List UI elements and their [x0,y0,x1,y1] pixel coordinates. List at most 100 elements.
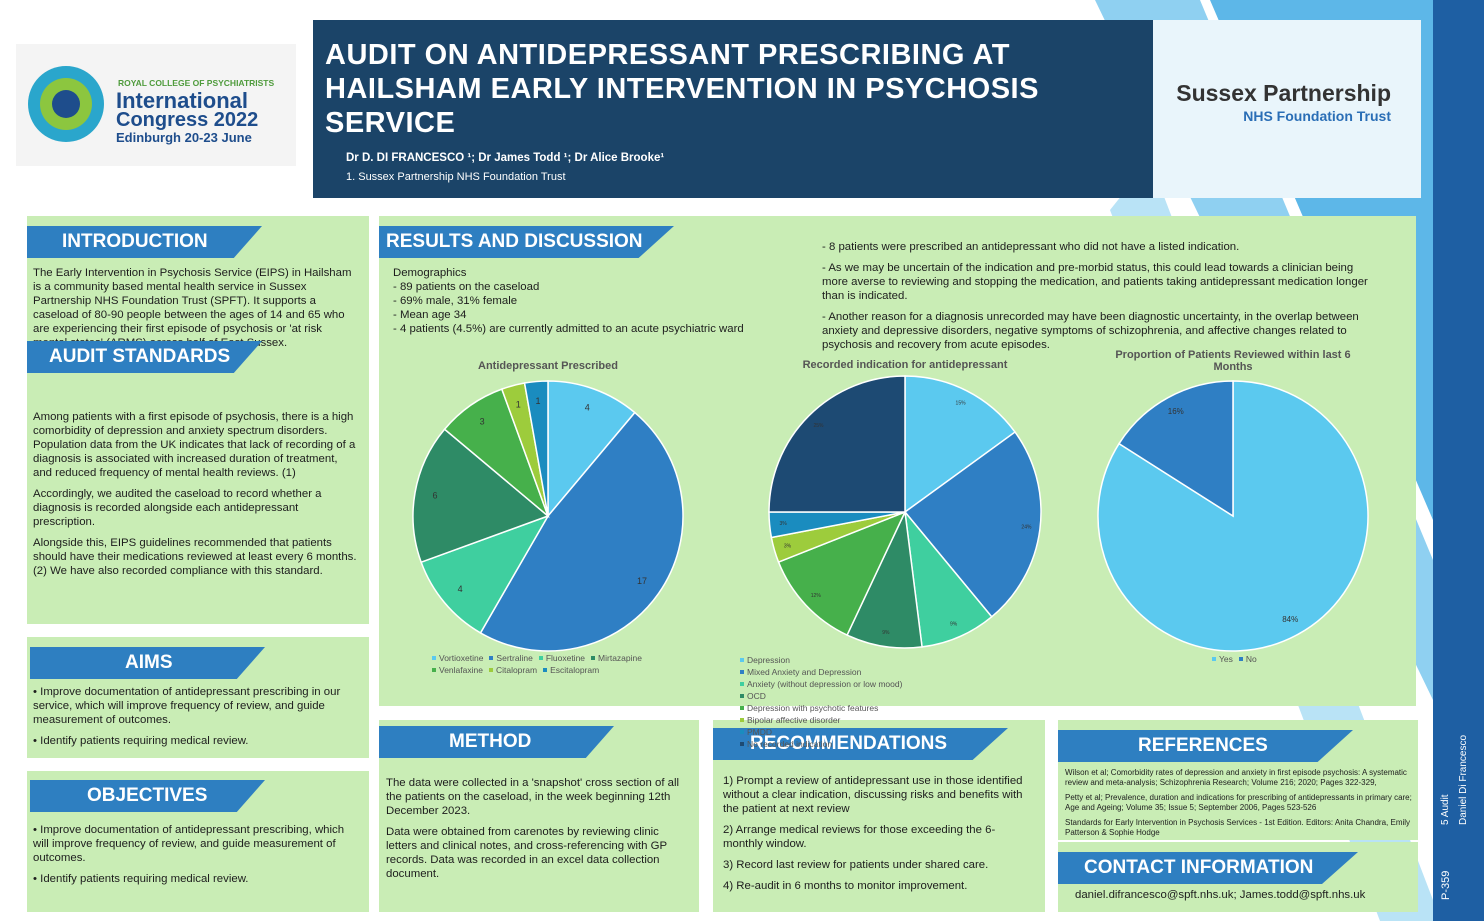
paragraph: - 89 patients on the caseload [393,281,540,293]
legend: Depression Mixed Anxiety and Depression An… [740,655,1060,749]
slice-label: 12% [811,593,822,599]
section-heading: REFERENCES [1058,730,1353,762]
pie-slice [768,375,906,513]
paragraph: Wilson et al; Comorbidity rates of depre… [1065,768,1407,787]
partner-logo: Sussex Partnership NHS Foundation Trust [1153,20,1421,198]
section-heading: OBJECTIVES [30,780,265,812]
recommendations-text: 1) Prompt a review of antidepressant use… [723,774,1028,900]
paragraph: • Identify patients requiring medical re… [33,735,249,747]
section-heading: AUDIT STANDARDS [27,341,262,373]
pie-slice [479,411,684,652]
discussion: - 8 patients were prescribed an antidepr… [822,240,1382,359]
legend-label: Fluoxetine [545,653,586,663]
section-heading: RESULTS AND DISCUSSION [379,226,674,258]
pie-slice [777,510,907,637]
legend-item: PMDD [740,727,910,737]
method-text: The data were collected in a 'snapshot' … [386,776,691,888]
title-box: AUDIT ON ANTIDEPRESSANT PRESCRIBING AT H… [313,20,1153,198]
slice-label: 24% [1021,525,1032,531]
pie-slice [420,514,550,634]
slice-label: 3 [480,416,485,426]
congress-name: International [116,88,249,113]
section-heading: CONTACT INFORMATION [1058,852,1358,884]
paragraph: Data were obtained from carenotes by rev… [386,826,667,880]
paragraph: 2) Arrange medical reviews for those exc… [723,824,996,850]
legend-label: Sertraline [496,653,533,663]
legend-item: Vortioxetine [432,653,483,663]
legend-swatch [740,730,744,734]
legend-swatch [432,668,436,672]
partner-name: Sussex Partnership [1176,80,1391,106]
legend-swatch [740,718,744,722]
slice-label: 25% [813,423,824,429]
legend-label: Depression [747,655,790,665]
legend-label: Depression with psychotic features [747,703,879,713]
legend-item: Depression [740,655,910,665]
paragraph: • Improve documentation of antidepressan… [33,824,345,864]
legend-item: Depression with psychotic features [740,703,910,713]
congress-place: Edinburgh 20-23 June [116,130,252,145]
paragraph: - 8 patients were prescribed an antidepr… [822,241,1240,253]
legend-item: Citalopram [488,665,538,675]
legend-item: Escitalopram [543,665,599,675]
pie-slice [547,380,636,519]
pie-slice [1117,380,1234,518]
slice-label: 84% [1282,615,1298,624]
legend-label: Escitalopram [550,665,600,675]
legend-item: No recorded indication [740,739,910,749]
pie-slice [523,380,549,517]
paragraph: - As we may be uncertain of the indicati… [822,262,1368,302]
paragraph: - 4 patients (4.5%) are currently admitt… [393,323,744,335]
legend-label: PMDD [747,727,773,737]
legend-swatch [1212,657,1216,661]
legend-label: OCD [747,691,766,701]
demographics: Demographics - 89 patients on the caselo… [393,266,793,336]
paragraph: • Improve documentation of antidepressan… [33,686,341,726]
demographics-title: Demographics [393,267,467,279]
legend-item: Sertraline [489,653,533,663]
legend-label: Citalopram [495,665,538,675]
references-text: Wilson et al; Comorbidity rates of depre… [1065,768,1415,843]
pie-slice [412,428,550,564]
section-heading: INTRODUCTION [27,226,262,258]
legend-swatch [543,668,548,672]
slice-label: 3% [780,521,788,527]
legend-label: Mirtazapine [598,653,642,663]
slice-label: 17 [637,576,647,586]
congress-logo: ROYAL COLLEGE OF PSYCHIATRISTS Internati… [16,44,296,166]
slice-label: 4 [458,584,463,594]
slice-label: 1 [516,400,521,410]
legend-swatch [488,668,493,672]
slice-label: 4 [585,403,590,413]
legend-label: Vortioxetine [439,653,484,663]
legend-swatch [740,670,744,674]
slice-label: 6 [432,490,437,500]
paragraph: 1) Prompt a review of antidepressant use… [723,775,1023,815]
paragraph: 3) Record last review for patients under… [723,859,989,871]
partner-sub: NHS Foundation Trust [1243,108,1391,124]
paragraph: Standards for Early Intervention in Psyc… [1065,818,1411,837]
legend-item: Bipolar affective disorder [740,715,910,725]
aims-text: • Improve documentation of antidepressan… [33,685,358,755]
legend-swatch [591,656,596,660]
chart-title: Recorded indication for antidepressant [802,359,1008,371]
legend-item: Venlafaxine [432,665,483,675]
objectives-text: • Improve documentation of antidepressan… [33,823,358,893]
paragraph: 4) Re-audit in 6 months to monitor impro… [723,880,968,892]
contact-text: daniel.difrancesco@spft.nhs.uk; James.to… [1075,888,1415,909]
chart-title: Proportion of Patients Reviewed within l… [1115,349,1351,373]
chart-title: Antidepressant Prescribed [478,360,618,372]
legend-label: Anxiety (without depression or low mood) [747,679,903,689]
slice-label: 15% [956,400,967,406]
legend-label: No [1245,654,1257,664]
section-heading: METHOD [379,726,614,758]
paragraph: daniel.difrancesco@spft.nhs.uk; James.to… [1075,889,1366,901]
paragraph: Petty et al; Prevalence, duration and in… [1065,793,1412,812]
affiliation: 1. Sussex Partnership NHS Foundation Tru… [346,171,566,183]
paragraph: • Identify patients requiring medical re… [33,873,249,885]
legend-swatch [489,656,494,660]
legend: Yes No [1212,654,1292,664]
legend-label: Venlafaxine [439,665,483,675]
